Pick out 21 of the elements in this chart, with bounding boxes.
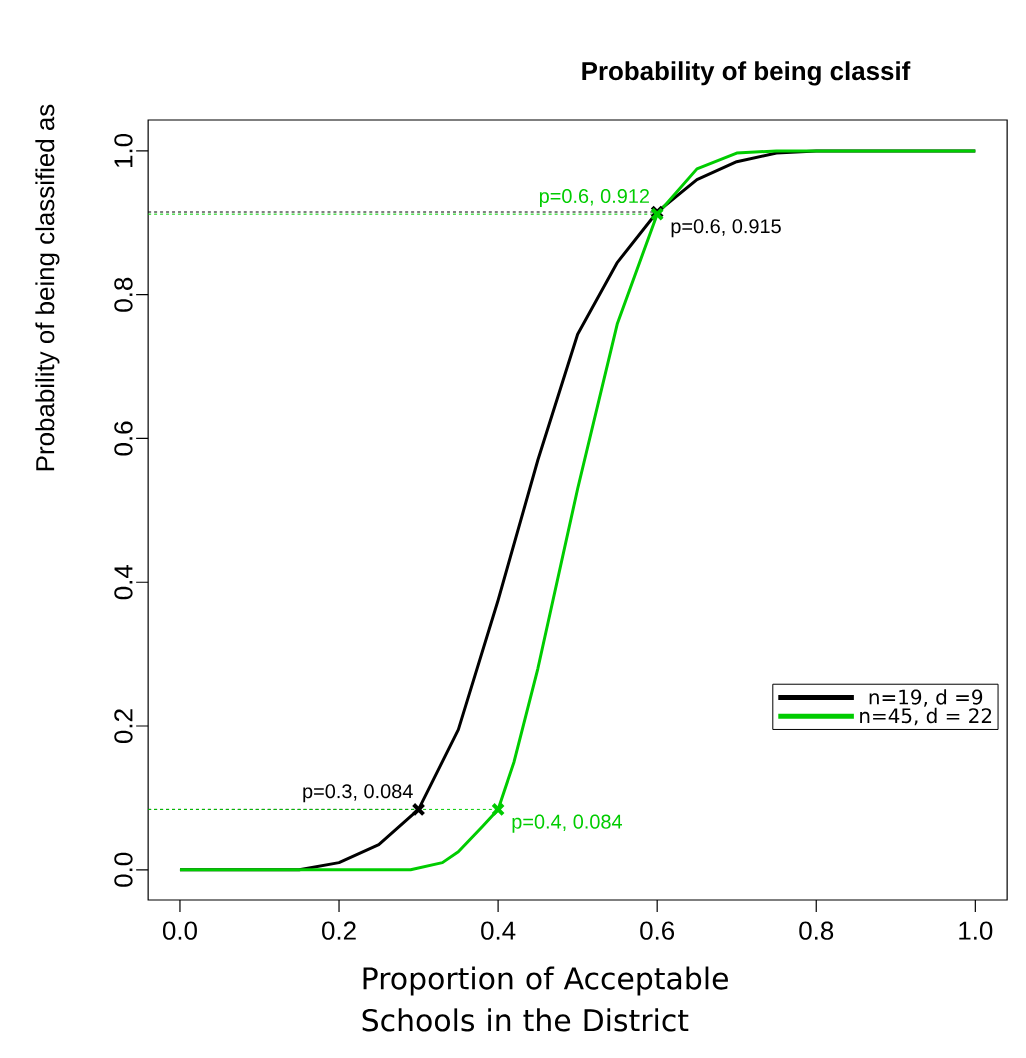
y-tick-label: 0.6 (114, 421, 133, 456)
y-tick-label: 0.8 (114, 277, 133, 312)
data-label: p=0.6, 0.915 (671, 219, 781, 238)
y-tick-label: 1.0 (114, 133, 133, 167)
data-label: p=0.4, 0.084 (512, 814, 622, 833)
x-tick-label: 0.0 (162, 921, 197, 940)
x-tick-label: 0.8 (799, 921, 834, 940)
data-label: p=0.3, 0.084 (303, 784, 413, 803)
x-tick-label: 1.0 (959, 921, 993, 940)
x-tick-label: 0.4 (481, 921, 516, 940)
legend-label: n=45, d = 22 (860, 707, 992, 726)
legend-label: n=19, d =9 (869, 689, 983, 707)
x-tick-label: 0.6 (640, 921, 674, 940)
data-label: p=0.6, 0.912 (539, 188, 649, 207)
y-tick-label: 0.0 (114, 852, 133, 887)
x-tick-label: 0.2 (321, 921, 356, 940)
y-tick-label: 0.2 (114, 709, 133, 744)
x-axis-title: Proportion of Acceptable Schools in the District (362, 966, 728, 1032)
chart-title: Probability of being classif (582, 61, 911, 86)
y-axis-title: Probability of being classified as (35, 104, 60, 471)
y-tick-label: 0.4 (114, 564, 133, 600)
